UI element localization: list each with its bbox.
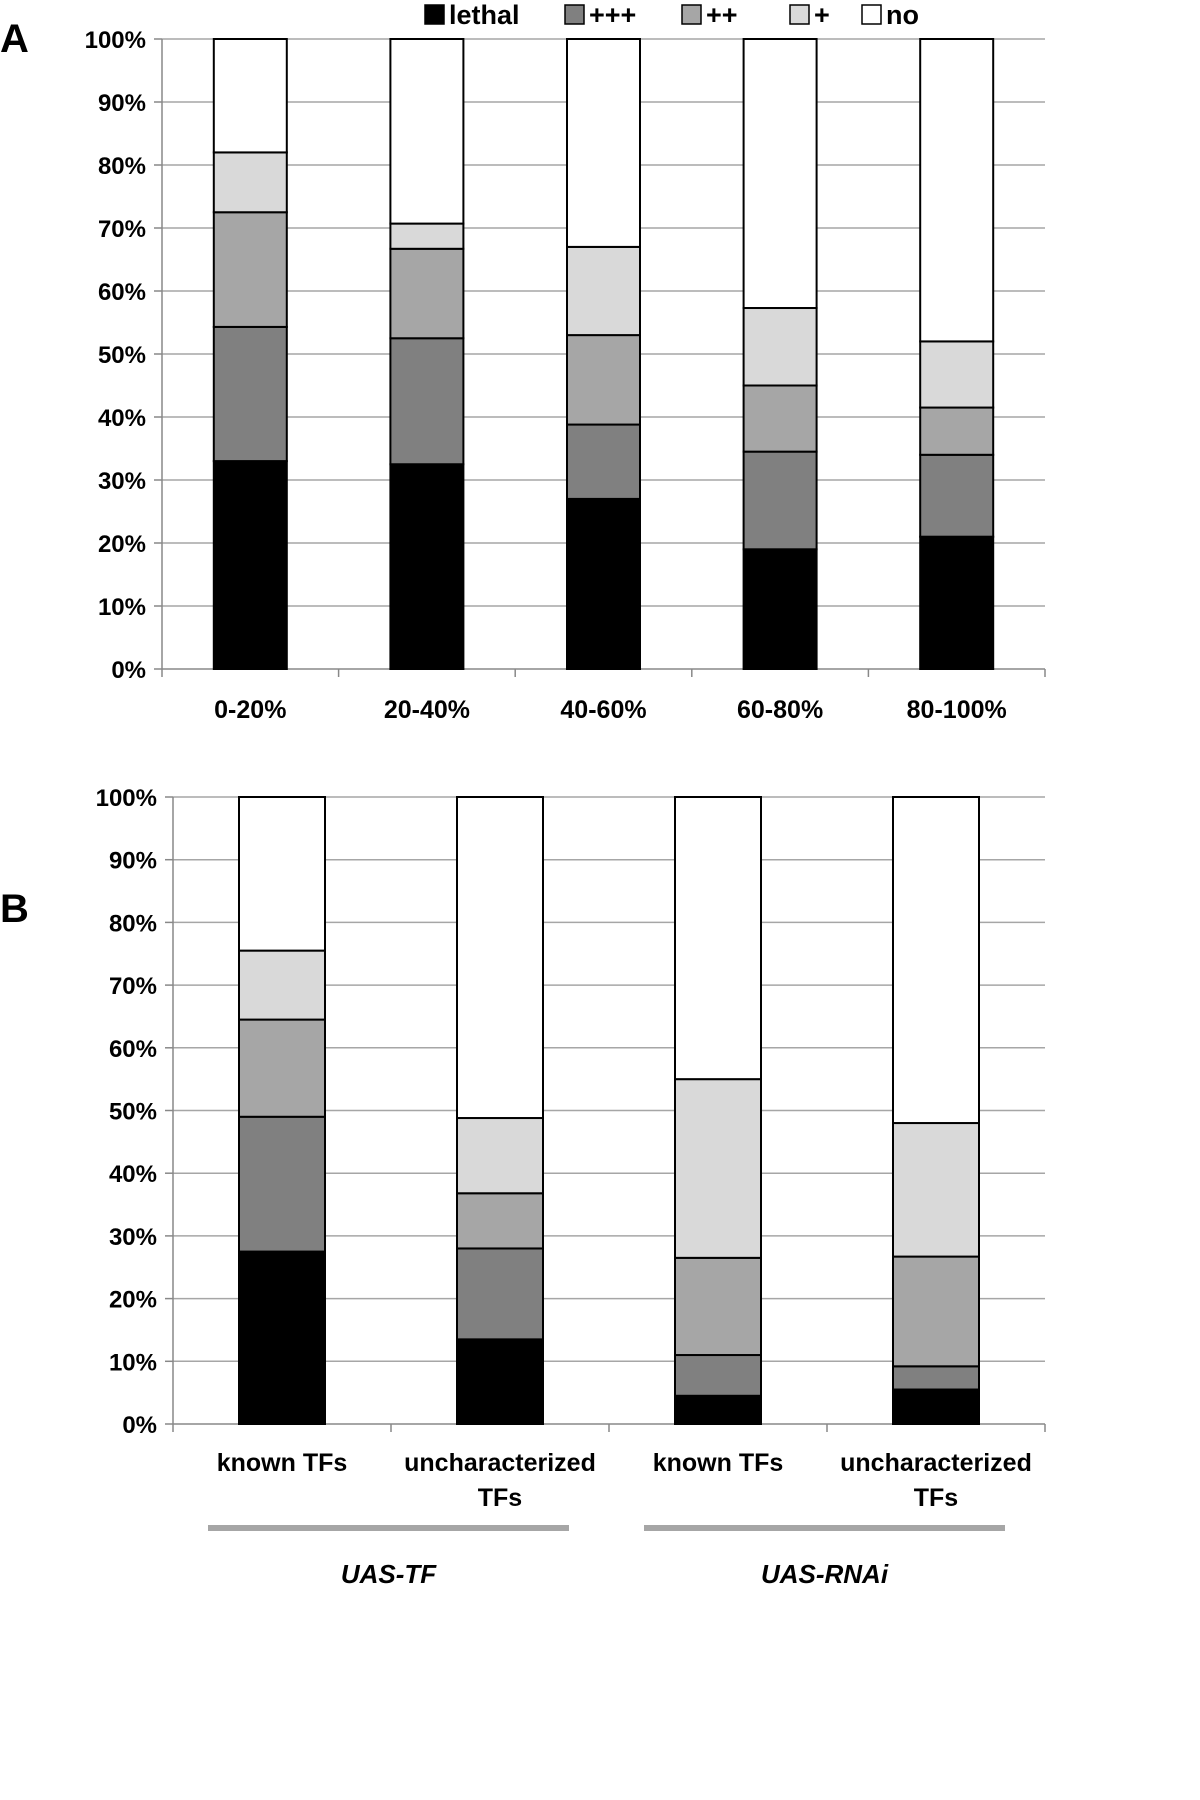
panel-a-category-label: 80-100%: [907, 696, 1007, 724]
panel-b-category-label: known TFs: [217, 1449, 348, 1477]
panel-b-bar-0-lethal: [238, 1250, 326, 1425]
panel-b-y-tick-label: 10%: [109, 1349, 157, 1376]
panel-a-bar-0-lethal: [212, 460, 288, 670]
panel-a-category-label: 60-80%: [737, 696, 823, 724]
panel-a-y-tick-label: 40%: [98, 405, 146, 432]
panel-a-bar-2-lethal: [566, 497, 641, 670]
panel-b-y-tick-label: 0%: [122, 1412, 157, 1439]
panel-b-y-tick-label: 100%: [96, 785, 157, 812]
panel-a-y-tick-label: 100%: [85, 27, 146, 54]
legend-swatch-4: [861, 4, 882, 25]
panel-b-bar-0-plusplus: [238, 1018, 326, 1118]
panel-b-bar-3-plusplus: [892, 1255, 980, 1368]
legend-label-1: +++: [589, 0, 636, 30]
legend-swatch-0: [424, 4, 445, 25]
panel-b-bar-1-plusplus: [456, 1192, 544, 1250]
legend-label-0: lethal: [449, 0, 520, 30]
panel-a-bar-2-plusplus: [566, 334, 641, 426]
panel-a-bar-1-plusplusplus: [389, 337, 465, 466]
legend-swatch-2: [681, 4, 702, 25]
panel-b-bar-3-plus: [892, 1122, 980, 1258]
panel-a-bar-2-plus: [566, 245, 641, 337]
panel-a-y-tick-label: 80%: [98, 153, 146, 180]
legend-label-2: ++: [706, 0, 738, 30]
panel-b-bar-0-plusplusplus: [238, 1115, 326, 1253]
panel-a-category-label: 0-20%: [214, 696, 286, 724]
panel-b-y-tick-label: 60%: [109, 1036, 157, 1063]
panel-b-category-label: known TFs: [653, 1449, 784, 1477]
panel-b-bar-0-plus: [238, 949, 326, 1021]
panel-b-letter: B: [0, 887, 29, 931]
panel-b-bar-2-lethal: [674, 1394, 762, 1426]
panel-b-bar-1-no: [456, 796, 544, 1120]
panel-a-bar-1-plusplus: [389, 247, 465, 340]
panel-a-bar-0-plusplus: [212, 211, 288, 328]
panel-a-y-tick-label: 50%: [98, 342, 146, 369]
panel-a-y-tick-label: 30%: [98, 468, 146, 495]
panel-a-bar-4-plus: [919, 340, 995, 409]
panel-a-bar-4-no: [919, 38, 995, 343]
panel-a-y-tick-label: 0%: [111, 657, 146, 684]
panel-a-bar-4-plusplus: [919, 406, 995, 456]
panel-b-y-tick-label: 80%: [109, 910, 157, 937]
panel-a-bar-0-plus: [212, 151, 288, 214]
legend-label-4: no: [886, 0, 919, 30]
panel-b-bar-3-plusplusplus: [892, 1365, 980, 1391]
panel-b-bar-1-lethal: [456, 1338, 544, 1425]
panel-a-bar-3-plusplus: [742, 384, 818, 453]
panel-a-bar-4-plusplusplus: [919, 453, 995, 538]
panel-a-y-tick-label: 60%: [98, 279, 146, 306]
panel-b-category-label: uncharacterized: [404, 1449, 596, 1477]
panel-b-y-tick-label: 50%: [109, 1099, 157, 1126]
panel-a-y-tick-label: 20%: [98, 531, 146, 558]
panel-b-category-label: TFs: [914, 1484, 958, 1512]
panel-a-bar-3-plus: [742, 307, 818, 387]
panel-b-bar-3-no: [892, 796, 980, 1125]
panel-a-category-label: 20-40%: [384, 696, 470, 724]
panel-a-letter: A: [0, 17, 29, 61]
panel-a-bar-3-no: [742, 38, 818, 310]
legend-label-3: +: [814, 0, 830, 30]
panel-b-y-tick-label: 90%: [109, 848, 157, 875]
panel-b-category-label: uncharacterized: [840, 1449, 1032, 1477]
panel-a-y-tick-label: 70%: [98, 216, 146, 243]
panel-b-group-label: UAS-RNAi: [761, 1559, 889, 1589]
legend-swatch-3: [789, 4, 810, 25]
panel-b-bar-2-plusplus: [674, 1256, 762, 1357]
panel-b-y-tick-label: 30%: [109, 1224, 157, 1251]
legend-swatch-1: [564, 4, 585, 25]
panel-a-category-label: 40-60%: [560, 696, 646, 724]
panel-a-bar-2-no: [566, 38, 641, 248]
panel-a-bar-1-no: [389, 38, 465, 225]
panel-b-bar-2-no: [674, 796, 762, 1081]
panel-a-bar-3-lethal: [742, 548, 818, 670]
panel-b-y-tick-label: 40%: [109, 1161, 157, 1188]
panel-b-bar-1-plus: [456, 1117, 544, 1195]
panel-a-bar-0-no: [212, 38, 288, 154]
panel-a-bar-2-plusplusplus: [566, 423, 641, 500]
panel-b-bar-0-no: [238, 796, 326, 952]
panel-a-bar-0-plusplusplus: [212, 325, 288, 463]
panel-b-category-label: TFs: [478, 1484, 522, 1512]
panel-a-bar-4-lethal: [919, 535, 995, 671]
panel-b-bar-1-plusplusplus: [456, 1247, 544, 1341]
panel-a-chart: 0% 10% 20% 30% 40% 50% 60% 70% 80% 90% 100% 0-20% 20…: [85, 27, 1046, 724]
panel-b-y-tick-label: 20%: [109, 1287, 157, 1314]
panel-b-bar-2-plus: [674, 1078, 762, 1259]
panel-b-y-tick-label: 70%: [109, 973, 157, 1000]
panel-a-bar-1-plus: [389, 222, 465, 250]
panel-a-y-tick-label: 90%: [98, 90, 146, 117]
panel-b-bar-3-lethal: [892, 1388, 980, 1426]
panel-b-chart: 0% 10% 20% 30% 40% 50% 60% 70% 80% 90% 100% known T…: [96, 785, 1046, 1589]
panel-b-group-label: UAS-TF: [341, 1559, 437, 1589]
panel-a-bar-1-lethal: [389, 463, 465, 670]
legend: lethal +++ ++ + no: [424, 0, 919, 30]
panel-b-bar-2-plusplusplus: [674, 1354, 762, 1397]
panel-a-y-tick-label: 10%: [98, 594, 146, 621]
panel-a-bar-3-plusplusplus: [742, 450, 818, 551]
